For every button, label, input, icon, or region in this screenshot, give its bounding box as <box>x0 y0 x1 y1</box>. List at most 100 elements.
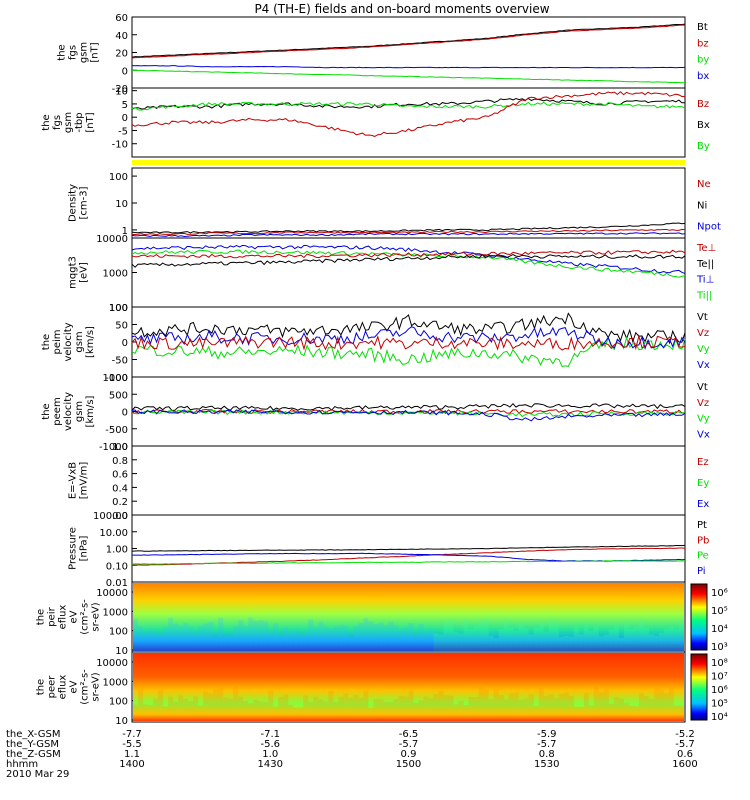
ytick-label: 10000 <box>96 588 128 599</box>
ytick-label: 0 <box>122 338 128 349</box>
series-line-red <box>131 91 686 137</box>
spectrogram-texture <box>508 693 514 722</box>
xaxis-value: 0.6 <box>677 749 693 760</box>
spectrogram-texture <box>358 697 364 722</box>
spectrogram-texture <box>353 694 359 722</box>
xaxis-value: -5.7 <box>399 739 419 750</box>
spectrogram-texture <box>583 622 589 652</box>
xaxis-value: -5.9 <box>537 729 557 740</box>
spectrogram-texture <box>618 637 624 652</box>
legend-bz: bz <box>697 38 709 49</box>
spectrogram-texture <box>633 626 639 652</box>
spectrogram-texture <box>533 706 539 722</box>
xaxis-row-label: the_Y-GSM <box>6 739 59 750</box>
date-label: 2010 Mar 29 <box>6 769 69 780</box>
spectrogram-texture <box>533 627 539 652</box>
spectrogram-texture <box>423 632 429 652</box>
spectrogram-texture <box>393 699 399 722</box>
xaxis-value: 1.1 <box>124 749 140 760</box>
spectrogram-texture <box>323 701 329 722</box>
series-line-black <box>131 312 686 345</box>
spectrogram-texture <box>168 617 174 652</box>
spectrogram-texture <box>288 632 294 652</box>
ytick-label: 0 <box>122 66 128 77</box>
panel-ylabel: [cm-3] <box>79 186 90 219</box>
panel-frame <box>131 87 686 158</box>
spectrogram-texture <box>588 630 594 652</box>
xaxis-value: -5.5 <box>122 739 142 750</box>
spectrogram-texture <box>133 618 138 652</box>
spectrogram-texture <box>248 617 254 652</box>
spectrogram-texture <box>648 699 654 722</box>
spectrogram-texture <box>263 621 269 652</box>
legend-ti: Ti|| <box>696 290 712 301</box>
spectrogram-texture <box>428 698 434 722</box>
panel-ylabel: peim <box>52 329 63 354</box>
xaxis-value: 1530 <box>534 759 559 770</box>
spectrogram-texture <box>468 696 474 722</box>
panel-ylabel: mqgt3 <box>68 256 79 289</box>
spectrogram-texture <box>293 628 299 652</box>
spectrogram-texture <box>453 704 459 722</box>
xaxis-value: 1500 <box>396 759 421 770</box>
panel-ylabel: gsm <box>74 331 85 352</box>
panel-ylabel: sr-eV) <box>91 602 102 631</box>
panel-ylabel: eV <box>69 680 80 693</box>
ytick-label: 100 <box>109 627 128 638</box>
spectrogram-texture <box>368 621 374 652</box>
spectrogram-texture <box>158 690 164 722</box>
panel-ylabel: [nT] <box>90 42 101 62</box>
spectrogram-texture <box>238 620 244 652</box>
spectrogram-texture <box>588 705 594 722</box>
spectrogram-texture <box>523 628 529 652</box>
spectrogram-texture <box>558 636 564 652</box>
ytick-label: 0.01 <box>106 578 128 589</box>
panel-peer-eflux: the peer eflux eV (cm²-s-sr-eV) 10000 1000 100 1… <box>36 651 728 727</box>
spectrogram-texture <box>213 636 219 652</box>
series-line-blue <box>132 552 686 562</box>
spectrogram-texture <box>403 696 409 722</box>
panel-density: Density [cm-3] 100 10 1 Ne Ni Npot <box>68 167 721 239</box>
spectrogram-texture <box>498 695 504 722</box>
spectrogram-texture <box>188 701 194 722</box>
spectrogram-texture <box>273 623 279 652</box>
panel-ylabel: peir <box>47 606 58 626</box>
spectrogram-texture <box>578 634 584 652</box>
panel-ylabel: eV <box>69 610 80 623</box>
spectrogram-texture <box>153 632 159 652</box>
legend-ne: Ne <box>697 179 711 190</box>
legend-te: Te⊥ <box>696 243 716 254</box>
spectrogram-texture <box>143 704 149 722</box>
panel-ylabel: sr-eV) <box>91 672 102 701</box>
spectrogram-texture <box>628 628 634 652</box>
spectrogram-texture <box>363 690 369 722</box>
spectrogram-texture <box>528 634 534 652</box>
spectrogram-texture <box>493 688 499 722</box>
spectrogram-texture <box>463 619 469 652</box>
spectrogram-texture <box>413 635 419 652</box>
spectrogram-texture <box>463 704 469 722</box>
series-line-blue <box>131 232 686 238</box>
legend-vt: Vt <box>697 312 708 323</box>
colorbar-tick: 10⁴ <box>711 712 728 723</box>
spectrogram-texture <box>438 634 444 652</box>
legend-bx: Bx <box>697 120 710 131</box>
spectrogram-texture <box>583 692 589 722</box>
colorbar-tick: 10⁵ <box>711 606 728 617</box>
spectrogram-texture <box>393 625 399 652</box>
legend-bt: Bt <box>697 22 708 33</box>
spectrogram-texture <box>173 623 179 652</box>
spectrogram-texture <box>553 698 559 722</box>
panel-ylabel: Density <box>68 184 79 222</box>
spectrogram-texture <box>283 694 289 722</box>
spectrogram-texture <box>178 695 184 722</box>
spectrogram-texture <box>328 628 334 652</box>
spectrogram-texture <box>273 706 279 722</box>
ytick-label: 1000 <box>103 677 128 688</box>
spectrogram-texture <box>658 689 664 722</box>
spectrogram-texture <box>378 622 384 652</box>
spectrogram-texture <box>603 689 609 722</box>
xaxis-value: -6.5 <box>399 729 419 740</box>
spectrogram-texture <box>598 636 604 652</box>
ytick-label: 0.10 <box>106 561 128 572</box>
